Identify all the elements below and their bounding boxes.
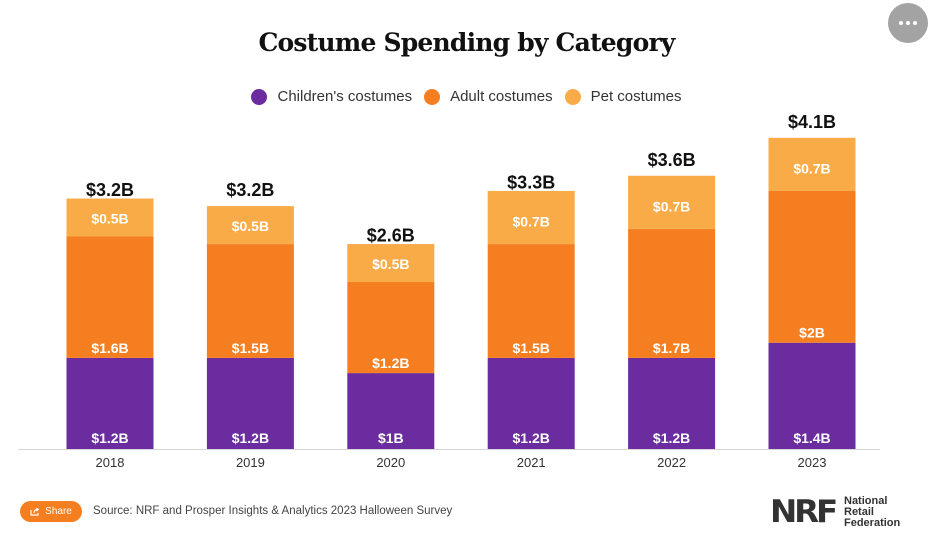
more-options-button[interactable]: [888, 3, 928, 43]
x-tick-label: 2023: [798, 455, 827, 470]
share-button[interactable]: Share: [20, 501, 82, 522]
nrf-logo-line: Federation: [844, 517, 901, 529]
data-label-pet-costumes: $0.5B: [91, 211, 128, 227]
total-label: $2.6B: [367, 226, 415, 246]
legend-swatch-pet: [564, 88, 581, 105]
bar-segment-children-s-costumes: [206, 357, 294, 449]
total-label: $3.6B: [648, 150, 696, 170]
share-label: Share: [45, 506, 72, 517]
ellipsis-icon: [906, 21, 910, 25]
data-label-pet-costumes: $0.5B: [372, 256, 409, 272]
bar-segment-pet-costumes: [487, 190, 575, 245]
bar-segment-pet-costumes: [206, 206, 294, 245]
bar-segment-children-s-costumes: [347, 373, 435, 449]
source-note: Source: NRF and Prosper Insights & Analy…: [93, 505, 453, 517]
nrf-logo-text: National Retail Federation: [844, 496, 900, 529]
bar-segment-children-s-costumes: [628, 357, 716, 449]
bar-segment-pet-costumes: [347, 244, 435, 283]
total-label: $3.2B: [86, 180, 134, 200]
legend-item-adult: Adult costumes: [424, 88, 553, 105]
bar-segment-pet-costumes: [768, 137, 856, 191]
bar-segment-adult-costumes: [347, 282, 435, 374]
data-label-children-s-costumes: $1B: [378, 430, 404, 446]
nrf-logo-mark: NRF: [770, 494, 838, 530]
data-label-adult-costumes: $1.6B: [91, 340, 128, 356]
total-label: $3.3B: [507, 173, 555, 193]
x-tick-label: 2022: [657, 455, 686, 470]
data-label-children-s-costumes: $1.2B: [91, 430, 128, 446]
bar-segment-adult-costumes: [628, 228, 716, 358]
data-label-pet-costumes: $0.7B: [653, 198, 690, 214]
data-label-adult-costumes: $1.2B: [372, 355, 409, 371]
data-label-pet-costumes: $0.7B: [513, 214, 550, 230]
x-tick-label: 2019: [236, 455, 265, 470]
chart-legend: Children's costumes Adult costumes Pet c…: [0, 88, 933, 105]
total-label: $4.1B: [788, 112, 836, 132]
share-icon: [30, 507, 40, 516]
nrf-logo-line: Retail: [844, 506, 874, 518]
data-label-adult-costumes: $1.5B: [232, 340, 269, 356]
data-label-children-s-costumes: $1.2B: [232, 430, 269, 446]
bar-segment-adult-costumes: [66, 236, 154, 358]
data-label-pet-costumes: $0.7B: [793, 160, 830, 176]
legend-label-adult: Adult costumes: [450, 88, 553, 105]
nrf-logo-line: National: [844, 495, 888, 507]
legend-item-children: Children's costumes: [251, 88, 412, 105]
bar-segment-children-s-costumes: [768, 342, 856, 449]
bar-segment-adult-costumes: [487, 244, 575, 358]
data-label-children-s-costumes: $1.2B: [513, 430, 550, 446]
bar-segment-pet-costumes: [628, 175, 716, 229]
ellipsis-icon: [899, 21, 903, 25]
data-label-children-s-costumes: $1.2B: [653, 430, 690, 446]
bar-segment-children-s-costumes: [66, 357, 154, 449]
x-tick-label: 2021: [517, 455, 546, 470]
legend-swatch-children: [251, 88, 268, 105]
bar-segment-adult-costumes: [206, 244, 294, 358]
bar-segment-adult-costumes: [768, 190, 856, 343]
data-label-pet-costumes: $0.5B: [232, 218, 269, 234]
legend-label-pet: Pet costumes: [590, 88, 682, 105]
total-label: $3.2B: [226, 180, 274, 200]
x-tick-label: 2018: [96, 455, 125, 470]
data-label-adult-costumes: $2B: [799, 325, 825, 341]
bar-segment-children-s-costumes: [487, 357, 575, 449]
x-tick-label: 2020: [376, 455, 405, 470]
legend-swatch-adult: [424, 88, 441, 105]
nrf-logo: NRF National Retail Federation: [770, 496, 900, 529]
data-label-adult-costumes: $1.7B: [653, 340, 690, 356]
legend-item-pet: Pet costumes: [564, 88, 682, 105]
data-label-children-s-costumes: $1.4B: [793, 430, 830, 446]
chart-title: Costume Spending by Category: [258, 28, 675, 57]
ellipsis-icon: [913, 21, 917, 25]
data-label-adult-costumes: $1.5B: [513, 340, 550, 356]
legend-label-children: Children's costumes: [277, 88, 413, 105]
bar-segment-pet-costumes: [66, 198, 154, 237]
